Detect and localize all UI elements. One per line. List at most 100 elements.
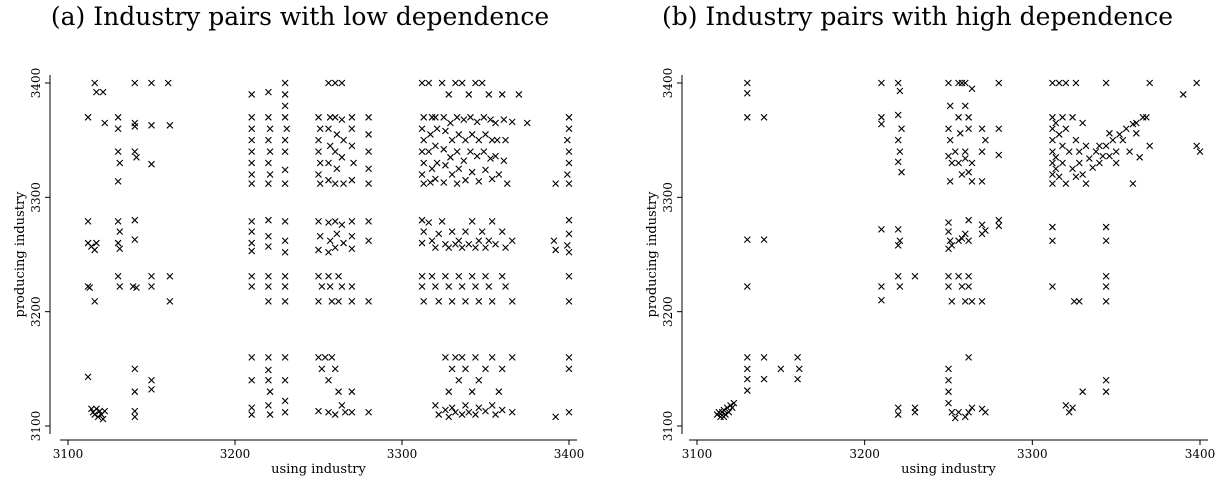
chart-a-point [565, 148, 573, 155]
chart-a-point [335, 388, 342, 396]
chart-a-point [445, 91, 453, 98]
chart-b-point [760, 113, 768, 121]
chart-b-point [1102, 376, 1110, 384]
chart-b-point [965, 237, 973, 245]
chart-a-point [348, 176, 356, 184]
chart-a-point [326, 142, 334, 150]
chart-b-point [896, 148, 904, 155]
chart-b-point [1049, 79, 1056, 87]
chart-a-point [492, 240, 499, 248]
chart-b-point [948, 241, 956, 249]
chart-a-point [565, 180, 573, 188]
chart-a-point [338, 116, 346, 123]
chart-a-point [114, 217, 122, 225]
chart-a-point [563, 136, 571, 144]
chart-b-point [1092, 148, 1100, 155]
chart-a-y-tick-label: 3100 [29, 411, 43, 442]
chart-b-point [743, 354, 751, 361]
chart-b-point [1112, 159, 1120, 167]
chart-b-point [878, 120, 885, 128]
chart-a-point [248, 113, 256, 121]
chart-a-point [500, 116, 508, 123]
chart-a-point [265, 283, 272, 290]
chart-a-point [418, 79, 426, 87]
chart-a-y-tick-label: 3400 [29, 68, 43, 99]
chart-a-point [472, 79, 479, 87]
chart-a-point [265, 243, 272, 250]
chart-a-point [468, 131, 476, 138]
chart-a-point [335, 272, 342, 280]
chart-b-point [1052, 153, 1060, 161]
chart-a-point [325, 176, 332, 184]
chart-b-title: (b) Industry pairs with high dependence [661, 2, 1174, 31]
chart-a-point [265, 366, 272, 374]
chart-a-point [281, 180, 289, 188]
chart-b-y-tick-label: 3400 [661, 68, 675, 99]
chart-a-title: (a) Industry pairs with low dependence [50, 2, 550, 31]
chart-a-point [281, 297, 289, 305]
chart-b-point [1072, 79, 1080, 87]
chart-b-point [760, 354, 768, 361]
chart-a-point [420, 297, 428, 305]
chart-a-point [458, 79, 466, 87]
chart-b-point [1079, 119, 1087, 127]
chart-a-point [465, 240, 473, 248]
chart-a-point [265, 376, 272, 384]
chart-a-point [131, 79, 139, 87]
chart-b-point [1129, 180, 1137, 188]
chart-b-point [878, 283, 885, 290]
chart-b-point [965, 272, 973, 280]
chart-a-point [131, 413, 139, 421]
chart-b-x-tick-label: 3300 [1017, 447, 1048, 461]
chart-b-point [961, 297, 969, 305]
chart-b-point [896, 237, 904, 245]
chart-a-point [131, 148, 139, 155]
chart-a-point [315, 246, 322, 254]
chart-a-point [452, 408, 459, 416]
chart-a-point [565, 354, 573, 361]
chart-a-point [472, 354, 479, 361]
chart-b-point [945, 79, 952, 87]
chart-b-point [961, 102, 969, 110]
chart-a-point [565, 230, 573, 238]
chart-b-point [945, 376, 952, 384]
chart-b-point [1136, 153, 1144, 161]
chart-b-point [1102, 297, 1110, 305]
chart-b-point [1052, 119, 1060, 127]
chart-b-point [951, 414, 959, 422]
chart-a-point [432, 244, 439, 252]
chart-a-point [448, 136, 456, 144]
chart-a-point [133, 153, 140, 161]
chart-a-point [114, 272, 122, 280]
chart-a-point [425, 219, 433, 226]
chart-a-point [563, 171, 571, 178]
chart-a-point [281, 113, 289, 121]
chart-a-point [452, 354, 459, 361]
chart-a-point [445, 283, 453, 290]
chart-a-point [488, 136, 496, 144]
chart-b-point [1082, 180, 1090, 188]
chart-a-point [281, 148, 289, 155]
chart-b-point [958, 79, 966, 87]
chart-a-point [452, 79, 459, 87]
chart-a-point [498, 365, 506, 373]
chart-a-point [265, 297, 272, 305]
chart-a-point [265, 232, 272, 240]
chart-a-point [488, 354, 496, 361]
chart-a-y-axis-title: producing industry [13, 191, 28, 318]
chart-b-point [948, 159, 956, 167]
chart-b-y-tick-label: 3300 [661, 182, 675, 213]
chart-a-point [91, 246, 99, 254]
chart-b-point [1049, 283, 1056, 290]
chart-a-point [485, 237, 493, 245]
chart-a-point [418, 283, 426, 290]
chart-a-point [315, 148, 322, 155]
chart-a-point [458, 411, 466, 418]
chart-a-point [331, 365, 339, 373]
chart-a-point [462, 228, 469, 236]
chart-a-point [565, 248, 573, 256]
chart-a-point [281, 79, 289, 87]
chart-b-point [878, 296, 885, 304]
chart-b-point [995, 125, 1003, 133]
chart-a-point [84, 373, 92, 381]
